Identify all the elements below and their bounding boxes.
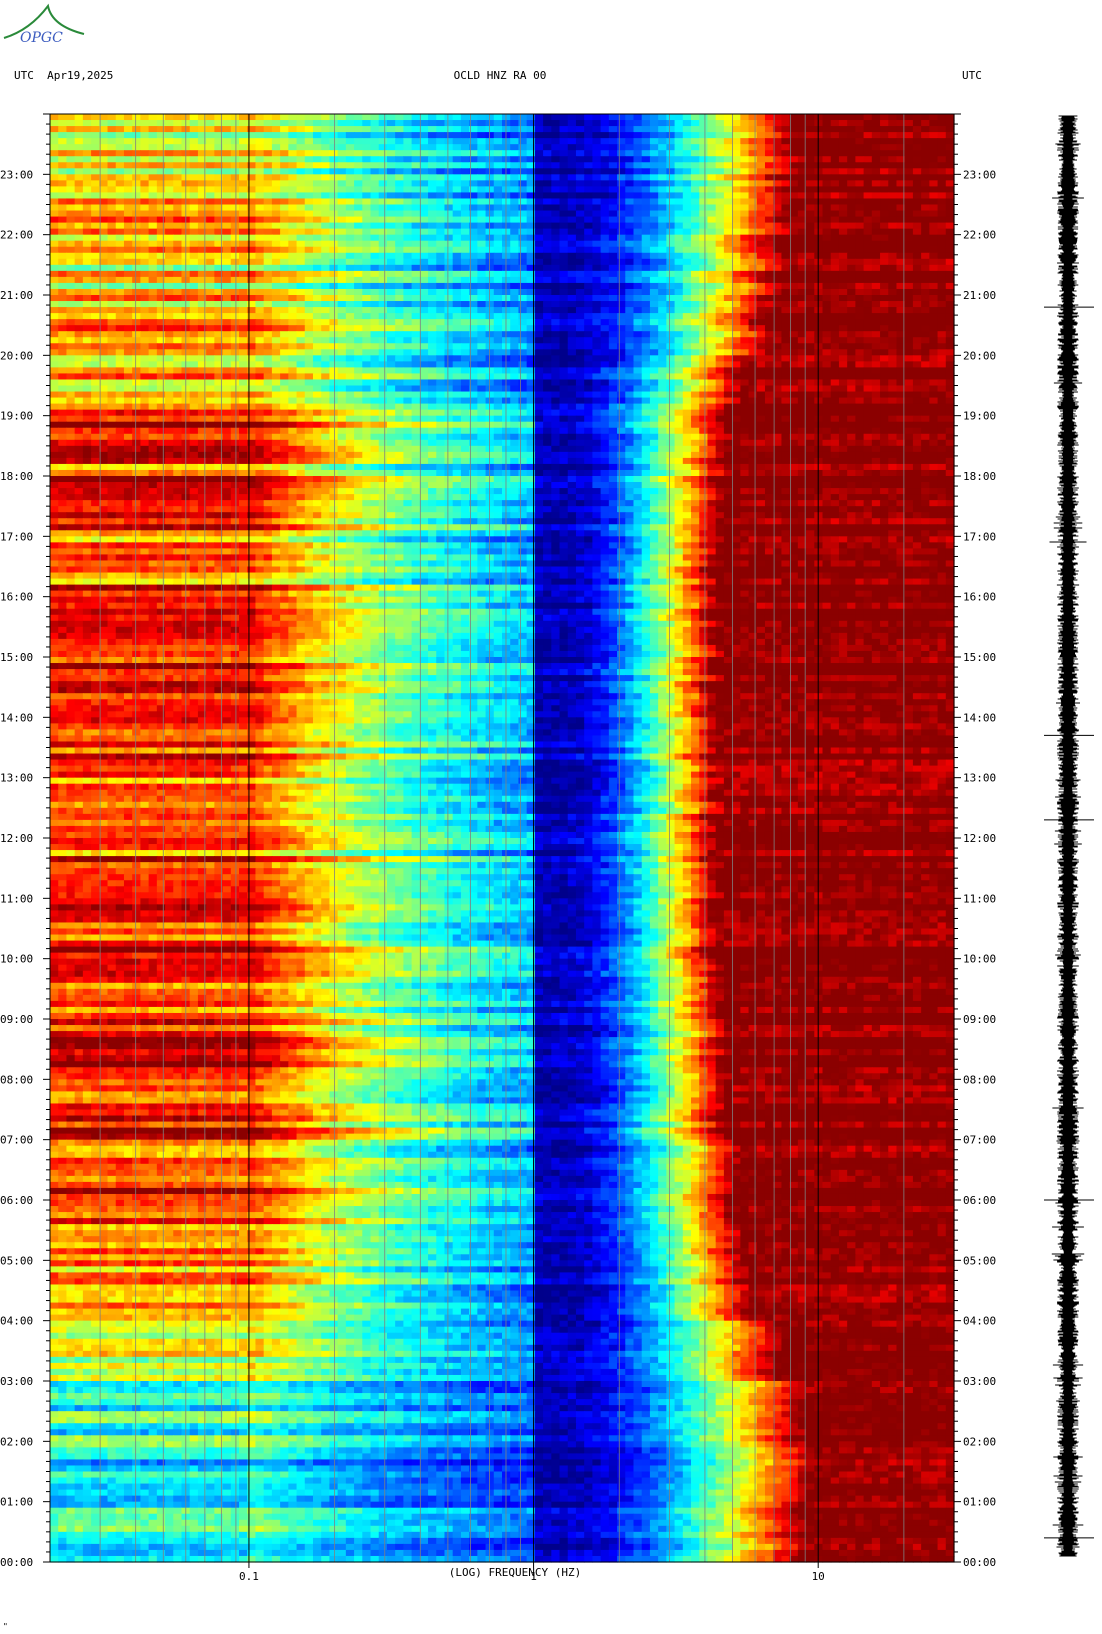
y-tick-label-right: 06:00 xyxy=(963,1194,996,1207)
y-tick-label-right: 19:00 xyxy=(963,410,996,423)
y-tick-label-right: 13:00 xyxy=(963,772,996,785)
y-tick-label-right: 01:00 xyxy=(963,1496,996,1509)
y-tick-label-right: 04:00 xyxy=(963,1315,996,1328)
seismogram-waveform xyxy=(1050,116,1087,1556)
y-tick-label-right: 20:00 xyxy=(963,349,996,362)
y-tick-label-left: 02:00 xyxy=(0,1435,33,1448)
y-tick-label-left: 08:00 xyxy=(0,1073,33,1086)
y-tick-label-right: 12:00 xyxy=(963,832,996,845)
y-tick-label-right: 08:00 xyxy=(963,1073,996,1086)
y-tick-label-right: 11:00 xyxy=(963,892,996,905)
y-tick-label-right: 18:00 xyxy=(963,470,996,483)
y-tick-label-left: 12:00 xyxy=(0,832,33,845)
y-tick-label-right: 03:00 xyxy=(963,1375,996,1388)
x-axis-label: (LOG) FREQUENCY (HZ) xyxy=(0,1566,1030,1579)
y-tick-label-left: 21:00 xyxy=(0,289,33,302)
y-tick-label-left: 17:00 xyxy=(0,530,33,543)
seismogram-trace xyxy=(1044,116,1094,1556)
y-tick-label-left: 16:00 xyxy=(0,591,33,604)
y-tick-label-left: 10:00 xyxy=(0,953,33,966)
y-tick-label-left: 01:00 xyxy=(0,1496,33,1509)
y-tick-label-right: 22:00 xyxy=(963,229,996,242)
y-tick-label-left: 11:00 xyxy=(0,892,33,905)
y-tick-label-left: 22:00 xyxy=(0,229,33,242)
y-tick-label-right: 02:00 xyxy=(963,1435,996,1448)
y-tick-label-right: 10:00 xyxy=(963,953,996,966)
y-tick-label-right: 16:00 xyxy=(963,591,996,604)
corner-mark: " xyxy=(3,1622,8,1631)
y-tick-label-left: 20:00 xyxy=(0,349,33,362)
y-tick-label-left: 04:00 xyxy=(0,1315,33,1328)
y-tick-label-left: 18:00 xyxy=(0,470,33,483)
y-tick-label-left: 06:00 xyxy=(0,1194,33,1207)
y-tick-label-left: 19:00 xyxy=(0,410,33,423)
y-tick-label-right: 05:00 xyxy=(963,1254,996,1267)
y-tick-label-right: 23:00 xyxy=(963,168,996,181)
y-tick-label-left: 23:00 xyxy=(0,168,33,181)
y-tick-label-left: 07:00 xyxy=(0,1134,33,1147)
y-tick-label-left: 03:00 xyxy=(0,1375,33,1388)
y-tick-label-right: 21:00 xyxy=(963,289,996,302)
y-tick-label-right: 17:00 xyxy=(963,530,996,543)
y-tick-label-right: 09:00 xyxy=(963,1013,996,1026)
y-tick-label-left: 09:00 xyxy=(0,1013,33,1026)
y-tick-label-left: 14:00 xyxy=(0,711,33,724)
y-tick-label-right: 14:00 xyxy=(963,711,996,724)
y-tick-label-left: 13:00 xyxy=(0,772,33,785)
y-tick-label-left: 15:00 xyxy=(0,651,33,664)
y-tick-label-right: 15:00 xyxy=(963,651,996,664)
y-tick-label-right: 07:00 xyxy=(963,1134,996,1147)
y-tick-label-left: 05:00 xyxy=(0,1254,33,1267)
